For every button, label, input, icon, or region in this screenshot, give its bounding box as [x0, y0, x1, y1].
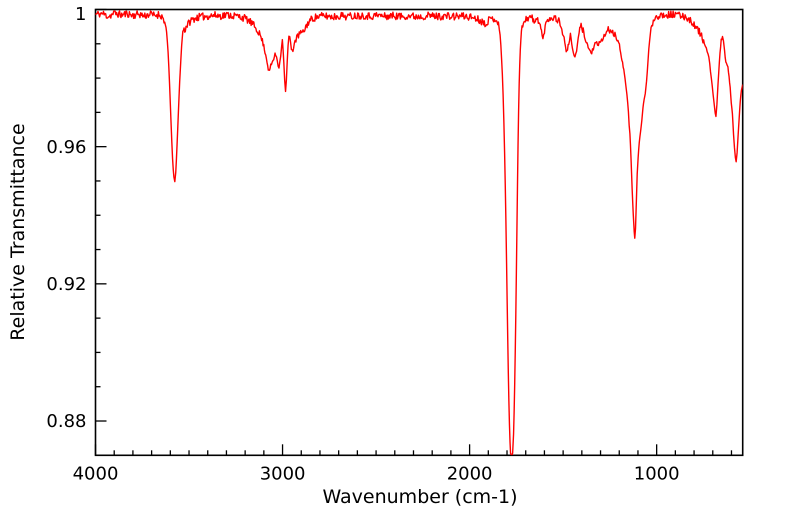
x-tick-label: 4000	[73, 463, 119, 484]
x-axis-label: Wavenumber (cm-1)	[322, 486, 517, 508]
plot-area: 4000 3000 2000 1000 1 0.96 0.92 0.88	[46, 4, 744, 484]
y-axis-label: Relative Transmittance	[7, 123, 29, 340]
spectrum-curve-layer	[95, 10, 743, 456]
x-tick-label: 3000	[260, 463, 306, 484]
spectrum-line	[95, 10, 743, 456]
x-tick-label: 1000	[634, 463, 680, 484]
y-tick-label: 1	[75, 4, 86, 25]
y-tick-label: 0.92	[46, 274, 86, 295]
y-tick-label: 0.88	[46, 411, 86, 432]
plot-frame	[94, 8, 744, 457]
y-tick-label: 0.96	[46, 137, 86, 158]
axis-ticks	[94, 8, 733, 456]
x-tick-label: 2000	[447, 463, 493, 484]
